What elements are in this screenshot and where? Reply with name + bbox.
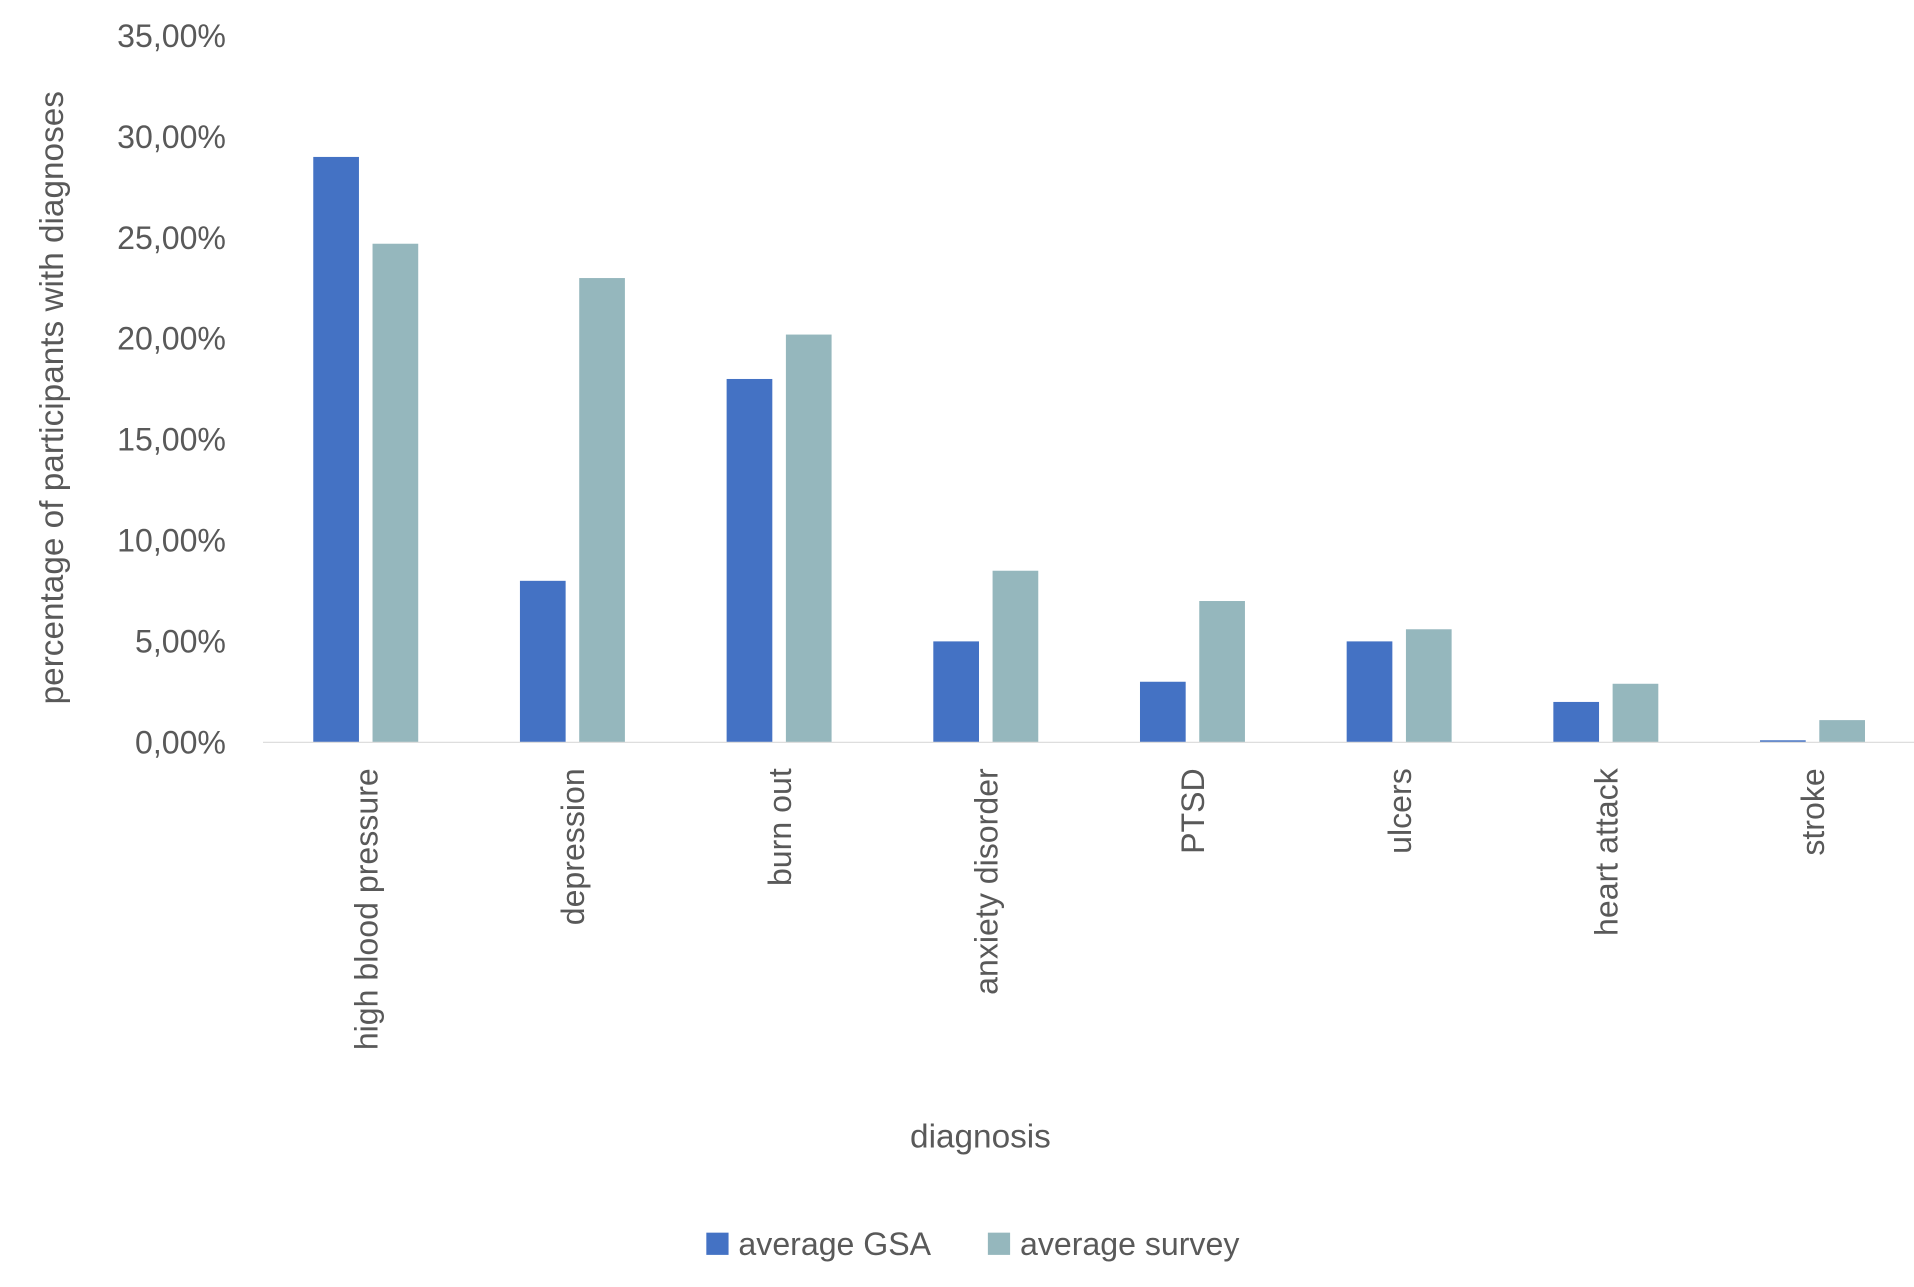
y-tick-label: 25,00%: [117, 220, 226, 256]
x-axis-ticks: high blood pressure depression burn out anx…: [348, 767, 1831, 1050]
y-tick-label: 15,00%: [117, 422, 226, 458]
y-tick-label: 0,00%: [135, 724, 226, 760]
legend-label: average survey: [1020, 1226, 1239, 1262]
legend-swatch: [706, 1232, 729, 1255]
bars: [313, 156, 1865, 743]
bar-gsa: [1139, 681, 1186, 743]
bar-survey: [1199, 601, 1245, 743]
bar-survey: [992, 570, 1039, 743]
x-tick-label: high blood pressure: [348, 768, 384, 1050]
y-tick-label: 20,00%: [117, 321, 226, 357]
bar-survey: [372, 243, 419, 743]
x-tick-label: depression: [555, 768, 591, 925]
bar-gsa: [933, 641, 979, 743]
y-axis-ticks: 0,00% 5,00% 10,00% 15,00% 20,00% 25,00% 30,00%…: [117, 18, 226, 760]
x-tick-label: stroke: [1795, 768, 1831, 855]
x-tick-label: anxiety disorder: [969, 768, 1005, 995]
y-tick-label: 35,00%: [117, 18, 226, 54]
y-tick-label: 30,00%: [117, 119, 226, 155]
bar-gsa: [1346, 641, 1393, 743]
y-axis-label: percentage of participants with diagnose…: [34, 91, 71, 704]
bar-survey: [579, 278, 625, 743]
bar-gsa: [519, 580, 566, 743]
bar-survey: [1405, 629, 1452, 743]
bar-gsa: [1553, 701, 1600, 743]
legend-swatch: [987, 1232, 1011, 1255]
bar-gsa: [726, 378, 773, 743]
y-tick-label: 5,00%: [135, 623, 226, 659]
x-axis-label: diagnosis: [910, 1118, 1051, 1155]
x-tick-label: PTSD: [1175, 768, 1211, 854]
bar-gsa: [1760, 740, 1806, 743]
y-tick-label: 10,00%: [117, 523, 226, 559]
bar-survey: [785, 334, 832, 743]
x-tick-label: ulcers: [1382, 768, 1418, 854]
bar-survey: [1612, 683, 1659, 743]
bar-survey: [1819, 720, 1865, 743]
bar-gsa: [313, 156, 359, 743]
x-tick-label: burn out: [762, 768, 798, 886]
legend-label: average GSA: [738, 1226, 931, 1262]
legend: average GSA average survey: [706, 1226, 1239, 1262]
x-tick-label: heart attack: [1589, 767, 1625, 936]
